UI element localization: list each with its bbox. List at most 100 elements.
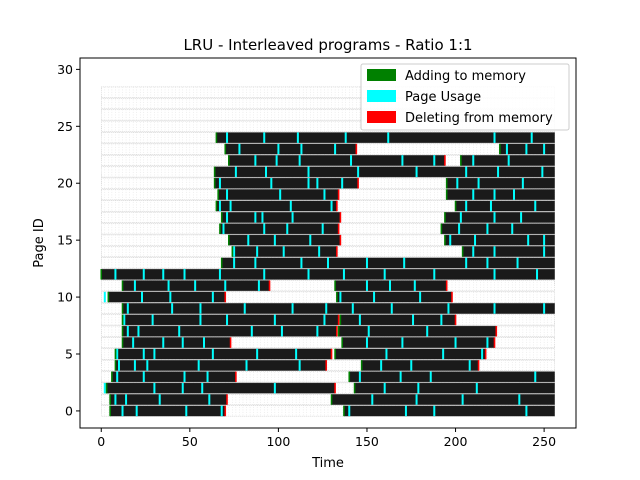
usage-mark (226, 132, 229, 143)
usage-mark (497, 166, 500, 178)
add-mark (109, 405, 111, 417)
resident-bar (349, 371, 555, 383)
usage-mark (185, 405, 188, 417)
add-mark (100, 269, 103, 280)
usage-mark (401, 155, 404, 166)
usage-mark (243, 303, 246, 314)
usage-mark (211, 291, 214, 303)
y-axis-ticks: 0 5 10 15 20 25 30 (57, 62, 80, 418)
usage-mark (226, 314, 229, 326)
resident-bar (111, 371, 237, 383)
usage-mark (472, 246, 475, 257)
resident-bar (109, 405, 226, 417)
add-mark (215, 132, 218, 143)
usage-mark (280, 325, 283, 337)
usage-mark (325, 303, 328, 314)
usage-mark (520, 212, 523, 223)
x-tick-label: 150 (355, 434, 379, 449)
chart-title: LRU - Interleaved programs - Ratio 1:1 (183, 36, 472, 54)
x-tick-label: 50 (182, 434, 198, 449)
usage-mark (412, 314, 415, 326)
usage-mark (218, 200, 221, 212)
usage-mark (273, 314, 276, 326)
usage-mark (114, 394, 117, 405)
usage-mark (493, 303, 496, 314)
usage-mark (208, 394, 211, 405)
usage-mark (493, 246, 496, 257)
usage-mark (543, 303, 546, 314)
usage-mark (365, 257, 368, 269)
usage-mark (334, 143, 337, 155)
usage-mark (307, 177, 310, 189)
usage-mark (199, 314, 202, 326)
usage-mark (142, 348, 145, 360)
delete-mark (339, 212, 342, 223)
usage-mark (167, 280, 170, 291)
usage-mark (194, 280, 197, 291)
usage-mark (273, 234, 276, 246)
usage-mark (201, 382, 204, 394)
usage-mark (367, 325, 370, 337)
usage-mark (234, 166, 237, 178)
delete-mark (495, 325, 498, 337)
usage-mark (254, 257, 257, 269)
usage-mark (199, 303, 202, 314)
usage-mark (206, 371, 209, 383)
usage-mark (142, 371, 145, 383)
usage-mark (373, 291, 376, 303)
delete-mark (477, 360, 480, 371)
usage-mark (125, 394, 128, 405)
add-mark (105, 382, 108, 394)
usage-mark (399, 371, 402, 383)
usage-mark (387, 132, 390, 143)
usage-mark (233, 246, 236, 257)
add-mark (114, 348, 117, 360)
usage-mark (541, 166, 544, 178)
usage-mark (527, 234, 530, 246)
add-mark (445, 189, 448, 200)
add-mark (228, 234, 230, 246)
plot-area (100, 86, 555, 417)
usage-mark (142, 269, 145, 280)
usage-mark (126, 303, 129, 314)
y-axis-label: Page ID (32, 218, 47, 267)
usage-mark (410, 360, 413, 371)
add-mark (213, 166, 216, 178)
usage-mark (474, 234, 477, 246)
delete-mark (226, 394, 228, 405)
y-tick-label: 20 (57, 176, 73, 191)
usage-mark (433, 269, 436, 280)
usage-mark (254, 212, 257, 223)
resident-bar (340, 314, 456, 326)
resident-bar (221, 211, 341, 223)
usage-mark (298, 155, 301, 166)
delete-mark (336, 246, 338, 257)
usage-mark (286, 223, 289, 235)
usage-mark (486, 257, 489, 269)
usage-mark (486, 337, 489, 348)
usage-mark (429, 371, 432, 383)
resident-bar (228, 234, 341, 246)
resident-bar (342, 337, 495, 349)
usage-mark (385, 348, 388, 360)
usage-mark (103, 382, 106, 394)
y-tick-label: 0 (65, 403, 73, 418)
usage-mark (279, 189, 282, 200)
usage-mark (389, 280, 391, 291)
usage-mark (493, 212, 496, 223)
page-row-11 (101, 280, 555, 292)
usage-mark (380, 360, 383, 371)
usage-mark (511, 223, 514, 235)
legend-swatch-delete (367, 111, 396, 123)
resident-bar (446, 177, 555, 189)
usage-mark (133, 280, 136, 291)
delete-mark (235, 371, 237, 383)
usage-mark (133, 360, 136, 371)
add-mark (499, 143, 501, 155)
usage-mark (342, 269, 345, 280)
add-mark (339, 314, 342, 326)
add-mark (454, 200, 457, 212)
usage-mark (222, 223, 225, 235)
add-mark (348, 371, 351, 383)
usage-mark (263, 223, 266, 235)
